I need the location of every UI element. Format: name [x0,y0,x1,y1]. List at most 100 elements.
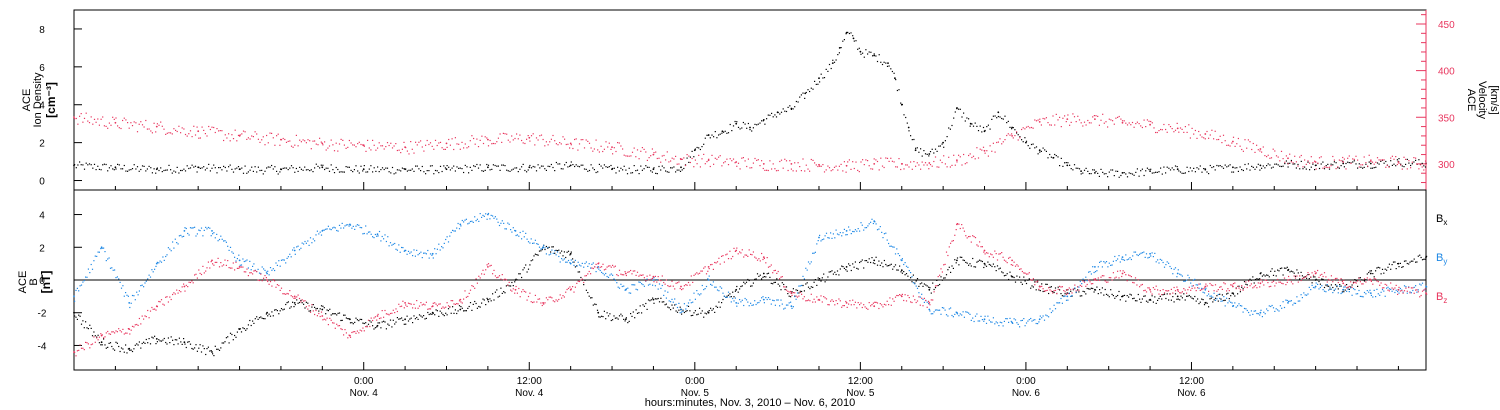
b-y-point [329,228,331,230]
b-y-point [103,247,105,249]
velocity-point [479,139,481,141]
b-y-point [727,291,730,293]
velocity-point [688,155,690,157]
b-y-point [264,269,266,271]
b-x-point [693,312,695,314]
velocity-point [1208,137,1210,139]
b-y-point [461,219,463,222]
velocity-point [264,144,266,146]
velocity-point [979,148,981,150]
b-x-point [351,322,353,324]
b-y-point [1212,296,1214,298]
b-z-point [1390,282,1392,284]
density-point [90,164,92,166]
b-z-point [223,264,225,266]
b-y-point [921,293,923,295]
b-y-point [269,267,272,269]
velocity-point [1413,157,1415,159]
velocity-point [681,158,683,160]
b-z-point [177,292,179,294]
b-y-point [1282,301,1284,303]
b-z-point [645,280,647,282]
velocity-point [605,141,607,143]
density-point [625,169,627,171]
velocity-point [759,165,761,167]
b-z-point [692,281,694,283]
b-x-point [316,307,318,310]
velocity-point [130,122,132,124]
b-z-point [881,304,883,306]
b-x-point [151,336,153,338]
density-point [302,169,304,171]
velocity-point [1130,124,1132,126]
x-tick-date-label: Nov. 4 [515,388,544,399]
density-point [213,164,215,166]
density-point [1256,166,1258,168]
top-plot-frame [73,9,1427,191]
b-z-point [874,301,876,303]
density-point [867,53,869,55]
b-x-point [1059,289,1061,291]
b-z-point [1277,278,1279,281]
b-y-point [1024,325,1026,327]
b-z-point [690,275,692,277]
b-y-point [934,309,937,311]
b-x-point [780,289,782,291]
b-y-point [538,246,541,248]
b-x-point [1285,267,1287,269]
b-x-point [454,309,456,311]
b-x-point-anchor [155,338,158,340]
b-y-point [1256,312,1258,315]
b-x-point [345,317,347,319]
density-point [130,169,132,171]
b-x-point [1296,269,1298,271]
b-y-point [718,290,720,292]
velocity-point [1353,158,1355,160]
b-x-point [606,312,608,314]
density-point [675,171,677,173]
velocity-point [348,139,350,142]
b-z-point-anchor [790,292,793,294]
density-point [974,122,976,124]
density-point [857,48,859,50]
b-x-point [1307,274,1309,276]
velocity-point [592,150,594,152]
velocity-point [358,141,360,143]
b-y-point [403,250,405,252]
b-y-point-anchor [211,230,213,232]
b-x-point [501,292,503,294]
b-y-point [1111,264,1113,266]
b-x-point [482,298,484,300]
b-z-point [403,307,405,309]
velocity-point [206,135,208,137]
velocity-point [873,158,875,160]
b-x-point [307,302,309,304]
b-z-point [1416,289,1418,291]
velocity-point [600,145,602,147]
density-point [593,169,595,171]
b-y-point [196,233,198,235]
density-point [314,167,316,169]
b-x-point [1297,272,1299,274]
b-x-point [952,267,954,269]
velocity-point [847,161,849,163]
velocity-point [209,128,211,131]
density-point [704,137,706,139]
b-z-point [486,264,488,266]
b-x-point [922,285,924,287]
b-z-point [378,317,381,320]
b-x-point [1114,297,1116,299]
b-z-point [556,300,559,302]
density-point [1193,167,1195,169]
b-z-point-anchor [983,249,986,252]
b-x-point [450,312,452,314]
b-y-point [388,245,390,247]
b-x-point [681,313,683,315]
velocity-point [981,149,983,151]
density-point [251,166,253,168]
b-x-point [1359,277,1361,279]
density-point [146,168,148,170]
density-point [850,32,852,34]
b-z-point [1248,280,1250,282]
b-z-point [519,296,521,298]
